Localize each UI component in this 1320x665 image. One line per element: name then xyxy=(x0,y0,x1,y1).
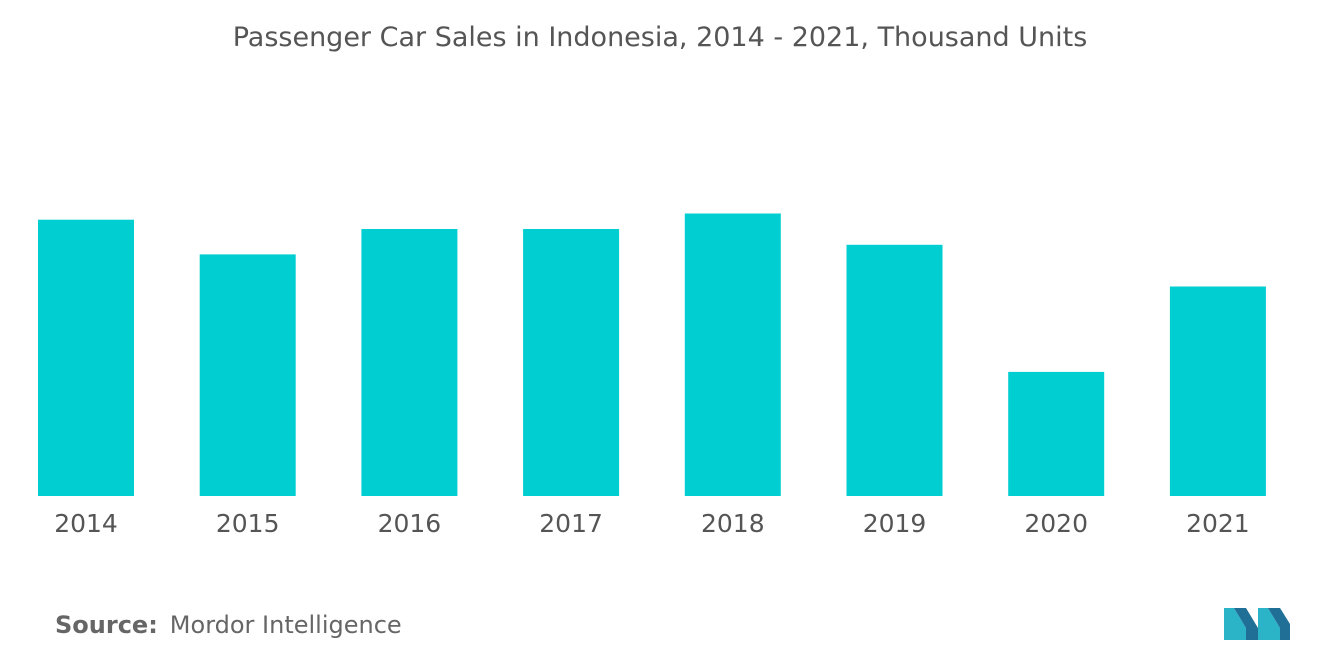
x-tick-label-2014: 2014 xyxy=(54,509,118,538)
bar-2014 xyxy=(38,219,134,496)
bars-group xyxy=(38,213,1266,496)
source-value: Mordor Intelligence xyxy=(169,611,402,639)
bar-2021 xyxy=(1169,286,1266,496)
source-note: Source: Mordor Intelligence xyxy=(55,611,402,639)
x-tick-label-2016: 2016 xyxy=(378,509,442,538)
x-tick-labels: 2014 2015 2016 2017 2018 2019 2020 2021 xyxy=(54,509,1250,538)
x-tick-label-2019: 2019 xyxy=(863,509,927,538)
bar-2016 xyxy=(361,229,458,496)
source-label: Source: xyxy=(55,611,158,639)
x-tick-label-2020: 2020 xyxy=(1024,509,1088,538)
bar-2015 xyxy=(199,254,296,496)
bar-2020 xyxy=(1008,371,1105,496)
bar-2019 xyxy=(846,244,943,496)
x-tick-label-2018: 2018 xyxy=(701,509,765,538)
x-tick-label-2017: 2017 xyxy=(539,509,603,538)
x-tick-label-2015: 2015 xyxy=(216,509,280,538)
bar-2018 xyxy=(684,213,781,496)
chart-title: Passenger Car Sales in Indonesia, 2014 -… xyxy=(232,22,1088,53)
bar-2017 xyxy=(523,229,620,496)
mordor-intelligence-logo-icon xyxy=(1224,608,1290,640)
x-tick-label-2021: 2021 xyxy=(1186,509,1250,538)
